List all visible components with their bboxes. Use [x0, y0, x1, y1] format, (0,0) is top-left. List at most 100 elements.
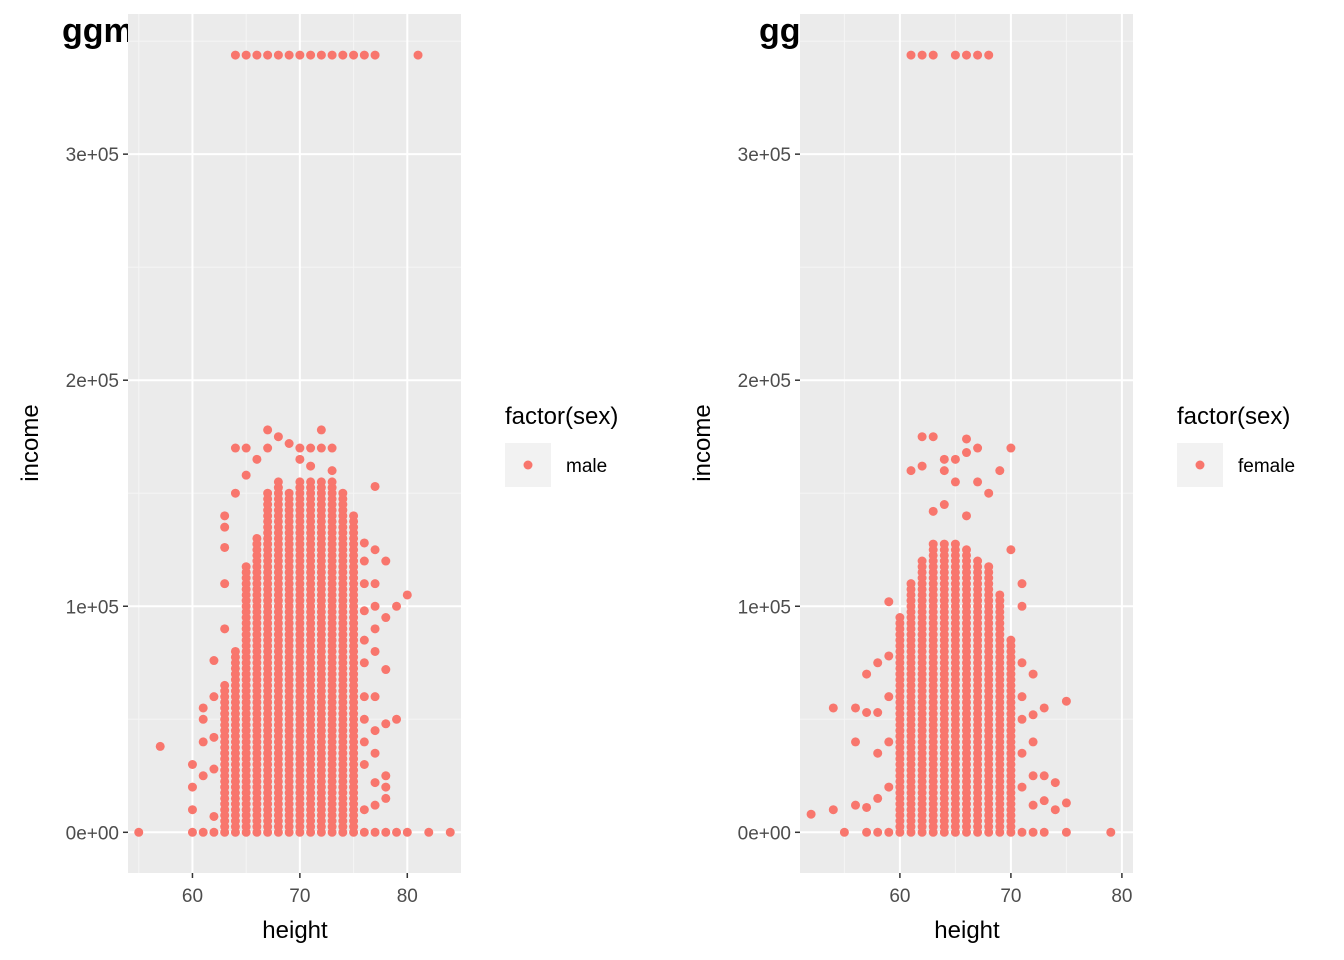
data-point: [917, 50, 927, 60]
data-point: [370, 778, 380, 788]
data-point: [1050, 778, 1060, 788]
data-point: [370, 827, 380, 837]
data-point: [906, 466, 916, 476]
data-point: [230, 488, 240, 498]
data-point: [370, 624, 380, 634]
data-point: [884, 692, 894, 702]
data-point: [1006, 635, 1016, 645]
data-point: [1017, 692, 1027, 702]
data-point: [962, 434, 971, 444]
y-axis-title: income: [17, 404, 44, 481]
data-point: [1061, 696, 1071, 706]
data-point: [241, 470, 251, 480]
data-point: [295, 454, 305, 464]
legend-point: [1195, 460, 1205, 470]
data-point: [1028, 669, 1038, 679]
data-point: [1006, 443, 1016, 453]
data-point: [895, 613, 905, 623]
legend-label: female: [1238, 456, 1295, 477]
data-point: [209, 692, 219, 702]
x-tick-label: 70: [1000, 886, 1021, 907]
data-point: [316, 477, 326, 487]
legend-label: male: [566, 456, 607, 477]
data-point: [359, 737, 369, 747]
data-point: [973, 556, 983, 566]
data-point: [209, 764, 219, 774]
legend-title: factor(sex): [1177, 403, 1290, 430]
data-point: [873, 658, 883, 668]
x-axis-title: height: [934, 917, 1000, 944]
data-point: [862, 827, 872, 837]
data-point: [884, 827, 894, 837]
legend: factor(sex) female: [1177, 403, 1295, 487]
data-point: [984, 562, 994, 572]
data-point: [359, 658, 369, 668]
data-point: [873, 708, 883, 718]
data-point: [381, 793, 391, 803]
data-point: [187, 827, 197, 837]
data-point: [950, 50, 960, 60]
legend: factor(sex) male: [505, 403, 618, 487]
data-point: [928, 506, 938, 516]
data-point: [381, 782, 391, 792]
data-point: [851, 703, 860, 713]
data-point: [284, 488, 294, 498]
data-point: [1106, 827, 1116, 837]
data-point: [995, 590, 1005, 600]
data-point: [327, 50, 337, 60]
data-point: [370, 579, 380, 589]
data-point: [1039, 796, 1049, 806]
data-point: [939, 454, 949, 464]
plot-panel: [128, 14, 461, 873]
data-point: [359, 538, 369, 548]
data-point: [273, 477, 283, 487]
data-point: [209, 656, 219, 666]
data-point: [370, 50, 380, 60]
data-point: [316, 443, 326, 453]
data-point: [220, 579, 230, 589]
data-point: [359, 714, 369, 724]
data-point: [349, 511, 359, 521]
data-point: [950, 477, 960, 487]
axes: 60 70 80 0e+00 1e+05 2e+05 3e+05: [66, 145, 418, 907]
data-point: [928, 432, 938, 442]
x-axis-title: height: [262, 917, 328, 944]
data-point: [359, 692, 369, 702]
data-point: [917, 461, 927, 471]
data-point: [295, 50, 305, 60]
data-point: [273, 432, 283, 442]
data-point: [230, 50, 240, 60]
data-point: [884, 782, 894, 792]
data-point: [939, 466, 949, 476]
data-point: [306, 50, 316, 60]
data-point: [413, 50, 423, 60]
data-point: [306, 461, 316, 471]
legend-point: [523, 460, 533, 470]
data-point: [381, 556, 391, 566]
data-point: [1017, 748, 1027, 758]
data-point: [1039, 827, 1049, 837]
legend-title: factor(sex): [505, 403, 618, 430]
data-point: [306, 443, 316, 453]
data-point: [187, 805, 197, 815]
data-point: [252, 533, 262, 543]
data-point: [851, 800, 860, 810]
data-point: [1028, 800, 1038, 810]
data-points: [806, 50, 1116, 837]
y-tick-label: 3e+05: [738, 145, 791, 166]
data-point: [381, 827, 391, 837]
data-point: [316, 425, 326, 435]
data-point: [338, 50, 348, 60]
data-point: [230, 646, 240, 656]
data-point: [187, 759, 197, 769]
data-point: [327, 477, 337, 487]
y-axis-title: income: [689, 404, 716, 481]
data-point: [198, 714, 208, 724]
data-point: [424, 827, 434, 837]
data-point: [402, 590, 412, 600]
data-point: [295, 477, 305, 487]
data-point: [1061, 827, 1071, 837]
data-point: [316, 50, 326, 60]
data-point: [359, 759, 369, 769]
